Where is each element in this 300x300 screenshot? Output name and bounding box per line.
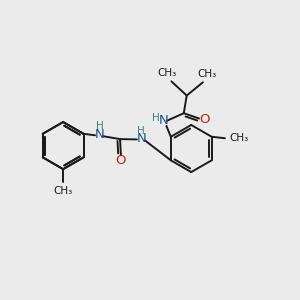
Text: H: H bbox=[96, 122, 103, 131]
Text: N: N bbox=[94, 128, 104, 141]
Text: N: N bbox=[136, 132, 146, 145]
Text: H: H bbox=[152, 112, 160, 123]
Text: CH₃: CH₃ bbox=[229, 133, 248, 143]
Text: CH₃: CH₃ bbox=[53, 186, 73, 196]
Text: CH₃: CH₃ bbox=[197, 69, 217, 79]
Text: O: O bbox=[199, 113, 209, 127]
Text: N: N bbox=[159, 114, 169, 127]
Text: H: H bbox=[137, 126, 145, 136]
Text: CH₃: CH₃ bbox=[158, 68, 177, 78]
Text: O: O bbox=[116, 154, 126, 167]
